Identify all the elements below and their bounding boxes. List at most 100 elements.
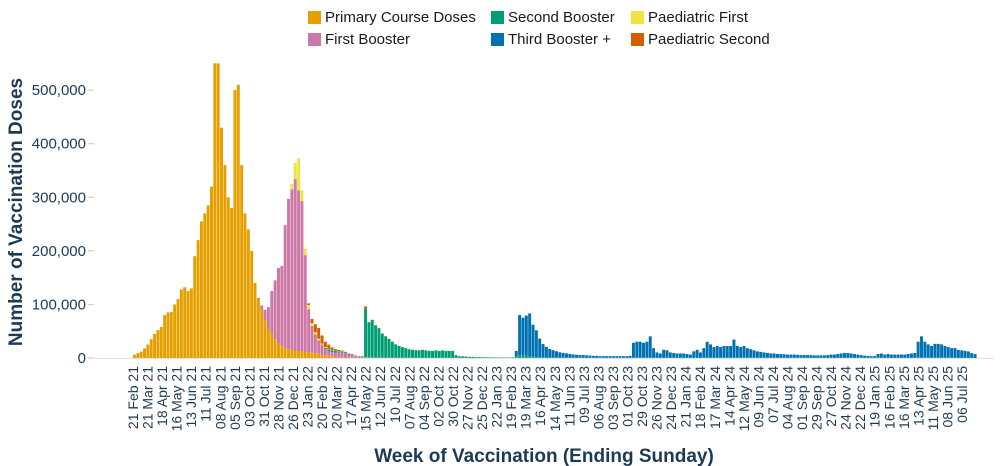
bar-segment[interactable]	[163, 315, 167, 358]
bar-segment[interactable]	[973, 354, 977, 358]
bar-segment[interactable]	[722, 346, 726, 358]
bar-segment[interactable]	[149, 339, 153, 358]
bar-segment[interactable]	[893, 354, 897, 358]
bar-segment[interactable]	[889, 354, 893, 358]
bar-segment[interactable]	[307, 309, 311, 353]
bar-segment[interactable]	[548, 349, 552, 358]
bar-segment[interactable]	[273, 339, 277, 358]
bar-segment[interactable]	[330, 356, 334, 358]
bar-segment[interactable]	[320, 354, 324, 358]
bar-segment[interactable]	[300, 201, 304, 352]
bar-segment[interactable]	[538, 357, 542, 358]
bar-segment[interactable]	[940, 344, 944, 358]
bar-segment[interactable]	[434, 350, 438, 358]
legend-item-paediatric-first[interactable]: Paediatric First	[631, 7, 781, 27]
bar-segment[interactable]	[534, 357, 538, 358]
bar-segment[interactable]	[343, 353, 347, 358]
bar-segment[interactable]	[464, 356, 468, 358]
bar-segment[interactable]	[762, 352, 766, 358]
bar-segment[interactable]	[806, 355, 810, 358]
bar-segment[interactable]	[343, 351, 347, 353]
bar-segment[interactable]	[293, 163, 297, 180]
bar-segment[interactable]	[903, 354, 907, 358]
bar-segment[interactable]	[313, 353, 317, 358]
bar-segment[interactable]	[447, 350, 451, 358]
bar-segment[interactable]	[451, 350, 455, 358]
bar-segment[interactable]	[283, 348, 287, 358]
bar-segment[interactable]	[330, 352, 334, 357]
bar-segment[interactable]	[256, 299, 260, 358]
bar-segment[interactable]	[340, 351, 344, 353]
bar-segment[interactable]	[273, 280, 277, 340]
bar-segment[interactable]	[936, 343, 940, 358]
bar-segment[interactable]	[337, 352, 341, 358]
bar-segment[interactable]	[729, 346, 733, 358]
legend-item-second-booster[interactable]: Second Booster	[491, 7, 631, 27]
bar-segment[interactable]	[431, 350, 435, 358]
bar-segment[interactable]	[300, 351, 304, 358]
bar-segment[interactable]	[270, 291, 274, 334]
bar-segment[interactable]	[632, 342, 635, 358]
bar-segment[interactable]	[193, 256, 197, 358]
bar-segment[interactable]	[364, 306, 368, 310]
bar-segment[interactable]	[886, 354, 890, 358]
bar-segment[interactable]	[829, 354, 833, 358]
bar-segment[interactable]	[474, 357, 478, 358]
bar-segment[interactable]	[769, 353, 773, 358]
bar-segment[interactable]	[876, 354, 880, 358]
bar-segment[interactable]	[963, 350, 967, 358]
bar-segment[interactable]	[923, 341, 927, 358]
bar-segment[interactable]	[488, 357, 491, 358]
bar-segment[interactable]	[310, 323, 314, 326]
bar-segment[interactable]	[745, 348, 749, 358]
bar-segment[interactable]	[136, 353, 140, 358]
bar-segment[interactable]	[367, 322, 371, 323]
bar-segment[interactable]	[709, 344, 712, 358]
bar-segment[interactable]	[558, 352, 562, 358]
legend-item-primary[interactable]: Primary Course Doses	[308, 7, 491, 27]
bar-segment[interactable]	[266, 307, 270, 329]
bar-segment[interactable]	[457, 356, 461, 358]
bar-segment[interactable]	[343, 352, 347, 354]
bar-segment[interactable]	[414, 350, 418, 358]
bar-segment[interactable]	[585, 355, 589, 358]
bar-segment[interactable]	[133, 354, 136, 358]
bar-segment[interactable]	[230, 208, 234, 358]
bar-segment[interactable]	[799, 355, 803, 358]
legend-item-paediatric-second[interactable]: Paediatric Second	[631, 29, 781, 49]
bar-segment[interactable]	[554, 351, 558, 358]
bar-segment[interactable]	[618, 356, 622, 358]
bar-segment[interactable]	[645, 341, 649, 358]
bar-segment[interactable]	[926, 344, 930, 358]
bar-segment[interactable]	[702, 348, 706, 358]
bar-segment[interactable]	[541, 344, 545, 358]
bar-segment[interactable]	[531, 324, 535, 357]
bar-segment[interactable]	[642, 342, 645, 358]
bar-segment[interactable]	[263, 320, 267, 359]
bar-segment[interactable]	[250, 250, 254, 358]
bar-segment[interactable]	[615, 356, 619, 358]
bar-segment[interactable]	[484, 357, 488, 358]
bar-segment[interactable]	[287, 198, 290, 349]
bar-segment[interactable]	[712, 347, 716, 358]
bar-segment[interactable]	[705, 341, 709, 358]
bar-segment[interactable]	[749, 349, 753, 358]
bar-segment[interactable]	[417, 350, 421, 358]
bar-segment[interactable]	[330, 347, 334, 351]
bar-segment[interactable]	[350, 354, 354, 356]
bar-segment[interactable]	[307, 304, 311, 310]
bar-segment[interactable]	[323, 347, 327, 348]
bar-segment[interactable]	[899, 354, 903, 358]
bar-segment[interactable]	[518, 315, 522, 356]
bar-segment[interactable]	[735, 346, 739, 358]
bar-segment[interactable]	[327, 348, 331, 350]
bar-segment[interactable]	[179, 289, 183, 358]
bar-segment[interactable]	[665, 350, 669, 358]
bar-segment[interactable]	[327, 344, 331, 349]
bar-segment[interactable]	[394, 344, 398, 358]
bar-segment[interactable]	[293, 179, 297, 351]
bar-segment[interactable]	[836, 354, 840, 358]
bar-segment[interactable]	[303, 248, 307, 256]
bar-segment[interactable]	[226, 197, 230, 358]
bar-segment[interactable]	[950, 348, 954, 358]
